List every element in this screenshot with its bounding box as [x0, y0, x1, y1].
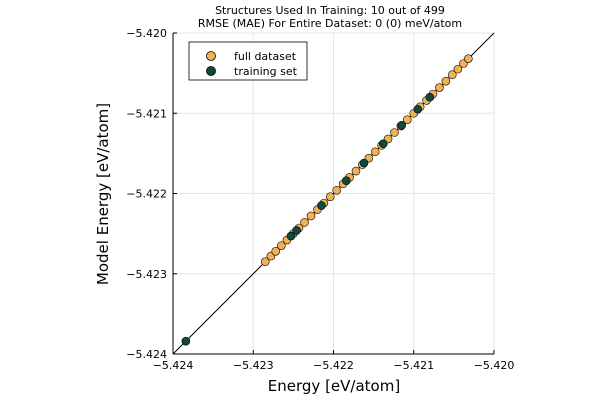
point-full-dataset-30	[447, 70, 457, 80]
point-full-dataset-29	[441, 76, 451, 86]
x-tick-label-4: −5.420	[474, 359, 515, 372]
y-tick-label-3: −5.421	[126, 107, 167, 120]
x-tick-label-0: −5.424	[153, 359, 194, 372]
y-tick-label-4: −5.420	[126, 27, 167, 40]
point-training-set-2	[292, 226, 301, 235]
point-full-dataset-12	[332, 185, 342, 195]
point-training-set-3	[317, 201, 326, 210]
y-tick-label-1: −5.423	[126, 268, 167, 281]
chart-title-line-2: RMSE (MAE) For Entire Dataset: 0 (0) meV…	[198, 17, 462, 30]
point-training-set-7	[397, 120, 407, 130]
point-full-dataset-7	[300, 218, 309, 227]
legend-label-training-set: training set	[234, 65, 298, 78]
y-tick-label-2: −5.422	[126, 188, 167, 201]
point-full-dataset-15	[351, 166, 361, 176]
point-training-set-5	[359, 158, 369, 168]
legend-marker-full-dataset	[206, 51, 216, 61]
x-tick-label-1: −5.423	[233, 359, 274, 372]
point-full-dataset-23	[403, 115, 412, 124]
x-tick-label-3: −5.421	[393, 359, 434, 372]
point-full-dataset-11	[325, 192, 335, 202]
legend-label-full-dataset: full dataset	[234, 50, 297, 63]
point-full-dataset-2	[271, 246, 281, 256]
y-tick-label-0: −5.424	[126, 348, 167, 361]
point-training-set-1	[286, 231, 296, 241]
point-training-set-6	[378, 139, 388, 149]
y-axis-label: Model Energy [eV/atom]	[94, 103, 112, 285]
legend-marker-training-set	[206, 66, 216, 76]
point-full-dataset-21	[390, 128, 399, 137]
chart-title-line-1: Structures Used In Training: 10 out of 4…	[215, 4, 445, 17]
point-full-dataset-3	[277, 241, 286, 250]
point-training-set-0	[181, 336, 191, 346]
point-training-set-9	[425, 92, 435, 102]
point-full-dataset-18	[370, 147, 380, 157]
x-tick-labels: −5.424 −5.423 −5.422 −5.421 −5.420	[153, 359, 515, 372]
legend: full dataset training set	[188, 41, 308, 81]
point-full-dataset-31	[453, 64, 463, 74]
plot-frame	[172, 32, 495, 355]
x-axis-label: Energy [eV/atom]	[268, 377, 400, 395]
point-training-set-4	[342, 176, 351, 185]
point-full-dataset-8	[306, 211, 316, 221]
point-full-dataset-28	[435, 83, 444, 92]
point-full-dataset-0	[260, 257, 270, 267]
data-points	[181, 54, 473, 346]
point-training-set-8	[413, 104, 423, 114]
y-tick-labels: −5.424 −5.423 −5.422 −5.421 −5.420	[126, 27, 167, 361]
point-full-dataset-33	[464, 54, 473, 63]
x-tick-label-2: −5.422	[313, 359, 354, 372]
